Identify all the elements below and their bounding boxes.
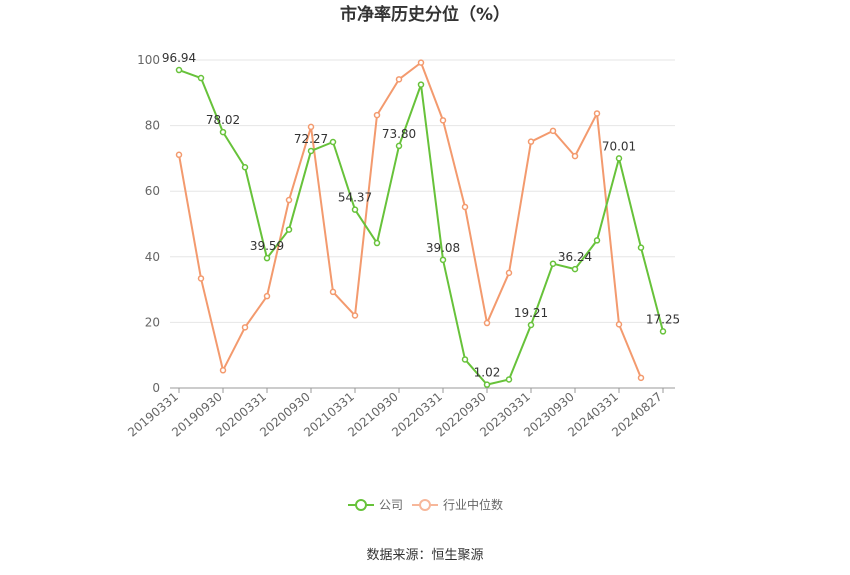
data-label: 1.02	[474, 366, 501, 380]
y-tick-label: 0	[152, 381, 160, 395]
data-point[interactable]	[483, 319, 491, 327]
legend-company-marker	[355, 499, 367, 511]
legend-item-company[interactable]: 公司	[348, 498, 403, 512]
data-point[interactable]	[351, 206, 359, 213]
data-point[interactable]	[505, 269, 513, 277]
data-point[interactable]	[307, 147, 315, 155]
data-label: 72.27	[294, 132, 328, 146]
y-tick-label: 100	[137, 53, 160, 67]
series-layer	[175, 59, 667, 388]
y-axis-ticks: 0 20 40 60 80 100	[137, 53, 160, 395]
data-label: 19.21	[514, 306, 548, 320]
y-tick-label: 60	[145, 184, 160, 198]
series-line	[178, 69, 664, 386]
data-point[interactable]	[483, 381, 491, 388]
data-point[interactable]	[285, 226, 293, 233]
data-point[interactable]	[175, 151, 183, 159]
data-point[interactable]	[197, 275, 205, 282]
data-point[interactable]	[395, 76, 403, 83]
data-point[interactable]	[461, 203, 469, 211]
data-point[interactable]	[615, 155, 623, 162]
data-point[interactable]	[219, 128, 227, 136]
y-tick-label: 40	[145, 250, 160, 264]
data-point[interactable]	[439, 117, 447, 124]
data-label: 78.02	[206, 113, 240, 127]
data-label: 73.80	[382, 127, 416, 141]
source-text: 数据来源：恒生聚源	[366, 548, 483, 563]
data-point[interactable]	[263, 254, 271, 262]
data-point[interactable]	[373, 111, 381, 119]
series-company	[175, 66, 667, 388]
data-point[interactable]	[197, 74, 205, 82]
data-point[interactable]	[527, 138, 535, 145]
legend-industry-marker	[419, 499, 431, 511]
data-point[interactable]	[461, 356, 469, 363]
data-point[interactable]	[637, 374, 645, 382]
series-line	[178, 61, 642, 379]
data-point[interactable]	[219, 367, 227, 374]
data-point[interactable]	[593, 110, 601, 117]
data-point[interactable]	[659, 328, 667, 335]
data-label: 36.24	[558, 250, 592, 264]
data-point[interactable]	[615, 321, 623, 328]
data-label: 70.01	[602, 139, 636, 153]
data-point[interactable]	[417, 81, 425, 88]
data-point[interactable]	[637, 244, 645, 251]
data-point[interactable]	[593, 237, 601, 244]
data-point[interactable]	[263, 292, 271, 300]
data-labels: 96.94 78.02 39.59 72.27 54.37 73.80 39.08 1.02 1…	[162, 51, 680, 380]
data-point[interactable]	[307, 123, 315, 131]
data-point[interactable]	[241, 324, 249, 331]
chart-title: 市净率历史分位（%）	[340, 4, 510, 25]
legend-industry-label: 行业中位数	[443, 497, 503, 512]
data-point[interactable]	[549, 260, 557, 267]
data-point[interactable]	[571, 152, 579, 160]
y-tick-label: 80	[145, 119, 160, 133]
data-point[interactable]	[571, 265, 579, 273]
data-point[interactable]	[285, 196, 293, 204]
series-industry-median	[175, 59, 645, 382]
data-label: 17.25	[646, 312, 680, 326]
data-point[interactable]	[241, 164, 249, 171]
data-point[interactable]	[527, 321, 535, 329]
data-label: 96.94	[162, 51, 196, 65]
data-point[interactable]	[549, 127, 557, 135]
data-point[interactable]	[329, 138, 337, 146]
data-point[interactable]	[439, 256, 447, 264]
data-point[interactable]	[351, 312, 359, 319]
data-point[interactable]	[395, 142, 403, 150]
data-point[interactable]	[505, 376, 513, 383]
legend-item-industry[interactable]: 行业中位数	[412, 497, 503, 512]
data-label: 39.59	[250, 239, 284, 253]
legend[interactable]: 公司 行业中位数	[348, 497, 503, 512]
x-axis: 2019033120190930202003312020093020210331…	[125, 387, 675, 440]
data-point[interactable]	[175, 66, 183, 74]
legend-company-label: 公司	[379, 498, 403, 512]
data-point[interactable]	[417, 59, 425, 66]
data-label: 39.08	[426, 241, 460, 255]
data-point[interactable]	[373, 239, 381, 247]
data-point[interactable]	[329, 288, 337, 296]
data-label: 54.37	[338, 191, 372, 205]
y-tick-label: 20	[145, 315, 160, 329]
